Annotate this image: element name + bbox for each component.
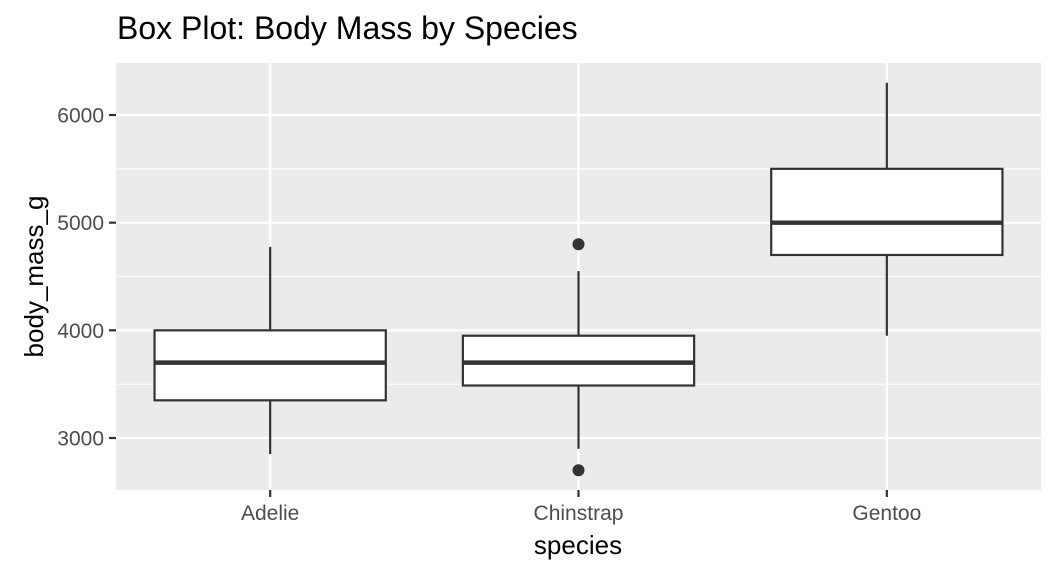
x-axis-title: species [534, 530, 622, 560]
outlier-point [572, 238, 585, 251]
box-iqr [153, 329, 387, 402]
box-adelie [153, 246, 387, 455]
box-chinstrap [461, 238, 696, 477]
chart-title: Box Plot: Body Mass by Species [117, 10, 578, 46]
box-gentoo [770, 82, 1004, 336]
y-axis-title: body_mass_g [19, 196, 49, 358]
y-tick-label: 6000 [57, 105, 104, 128]
y-axis: 3000 4000 5000 6000 [57, 105, 116, 450]
y-tick-label: 5000 [57, 212, 104, 235]
x-tick-label: Chinstrap [534, 502, 624, 525]
x-axis: Adelie Chinstrap Gentoo [241, 490, 921, 525]
box-iqr [770, 167, 1004, 257]
x-tick-label: Adelie [241, 502, 299, 525]
y-tick-label: 4000 [57, 320, 104, 343]
x-tick-label: Gentoo [852, 502, 921, 525]
boxes [153, 82, 1004, 477]
y-tick-label: 3000 [57, 427, 104, 450]
outlier-point [572, 464, 585, 477]
